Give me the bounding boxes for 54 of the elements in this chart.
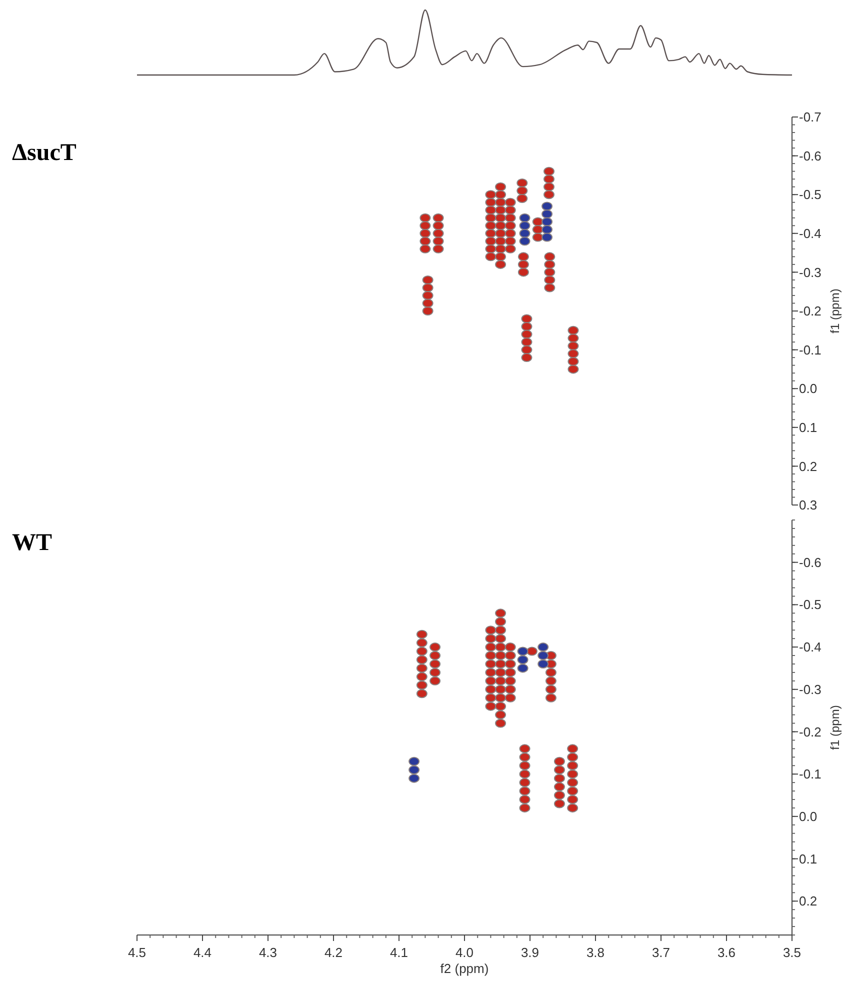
x-tick-label: 4.3 — [258, 945, 278, 960]
y-tick-label: -0.4 — [799, 226, 822, 241]
point — [408, 765, 420, 774]
y-tick-label: 0.1 — [799, 851, 818, 866]
point — [542, 217, 553, 226]
point — [517, 655, 528, 664]
point — [542, 232, 553, 242]
x-tick-label: 4.0 — [455, 945, 474, 960]
point — [519, 213, 530, 222]
y-axis-title: f1 (ppm) — [828, 288, 842, 334]
text: ΔsucT — [12, 140, 76, 166]
y-tick-label: -0.1 — [799, 766, 822, 782]
chart-title: WT — [12, 530, 52, 556]
y-tick-label: -0.4 — [799, 640, 822, 655]
point — [542, 202, 553, 211]
point — [538, 642, 549, 652]
point — [408, 774, 420, 783]
point — [542, 210, 553, 218]
x-tick-label: 4.2 — [324, 945, 343, 960]
x-tick-label: 3.6 — [717, 945, 736, 960]
y-tick-label: 0.3 — [799, 498, 818, 513]
point — [538, 651, 549, 660]
y-tick-label: 0.2 — [799, 894, 818, 909]
y-tick-label: -0.1 — [799, 342, 822, 358]
y-tick-label: -0.5 — [799, 597, 822, 612]
point — [519, 228, 530, 238]
x-tick-label: 3.8 — [586, 945, 605, 960]
y-tick-label: -0.2 — [799, 724, 822, 740]
point — [538, 659, 549, 668]
y-tick-label: -0.5 — [799, 187, 822, 202]
x-tick-label: 4.5 — [128, 945, 146, 960]
x-tick-label: 4.4 — [193, 945, 212, 960]
point — [519, 236, 530, 246]
y-tick-label: 0.2 — [799, 458, 818, 474]
y-tick-label: -0.6 — [799, 554, 822, 570]
point — [517, 646, 528, 656]
y-tick-label: 0.0 — [799, 381, 818, 396]
y-tick-label: -0.7 — [799, 110, 822, 125]
point — [408, 756, 420, 766]
x-tick-label: 3.7 — [652, 945, 670, 960]
y-tick-label: 0.1 — [799, 420, 818, 435]
point — [519, 221, 530, 230]
x-tick-label: 3.9 — [520, 945, 540, 960]
y-tick-label: -0.3 — [799, 264, 822, 280]
y-tick-label: 0.0 — [799, 808, 818, 824]
y-tick-label: -0.2 — [799, 304, 822, 319]
point — [542, 225, 553, 234]
point — [517, 664, 528, 673]
x-tick-label: 3.5 — [782, 945, 802, 960]
x-tick-label: 4.1 — [390, 945, 408, 960]
y-tick-label: -0.6 — [799, 148, 822, 164]
x-axis-title: f2 (ppm) — [440, 961, 489, 976]
y-tick-label: -0.3 — [799, 682, 822, 697]
y-axis-title: f1 (ppm) — [828, 705, 842, 750]
